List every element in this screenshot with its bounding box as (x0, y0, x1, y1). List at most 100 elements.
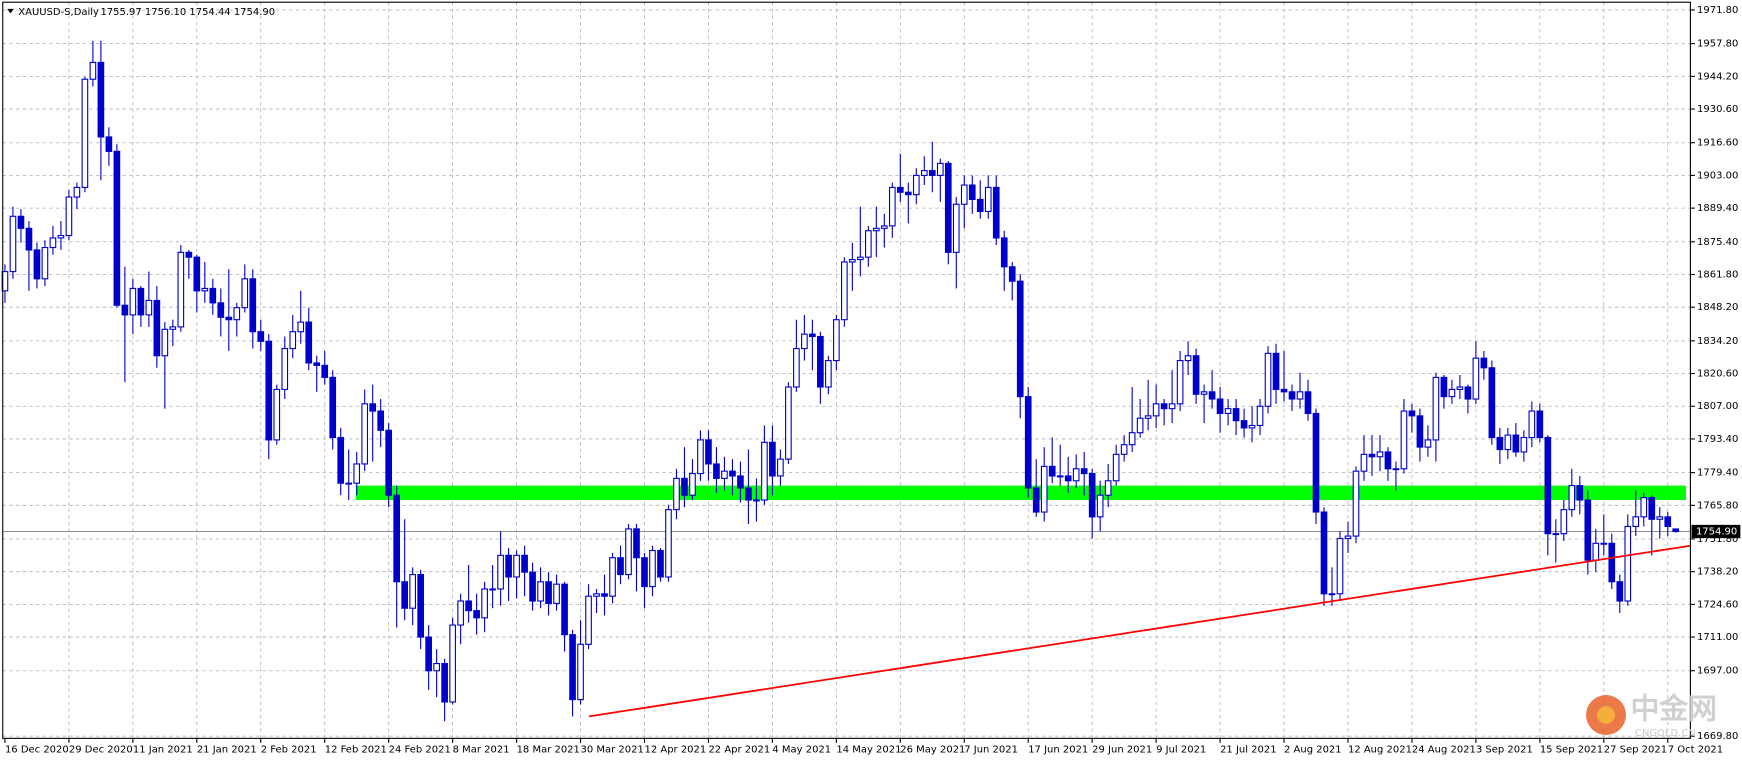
candle-body (545, 581, 552, 604)
candle-body (1192, 355, 1200, 395)
candle-body (1504, 434, 1512, 451)
x-tick-label: 29 Jun 2021 (1092, 744, 1152, 755)
y-tick-label: 1957.80 (1697, 39, 1738, 50)
menu-arrow[interactable] (7, 8, 14, 14)
candle-body (825, 360, 832, 388)
candle-body (321, 364, 329, 378)
candle-body (1544, 436, 1552, 535)
candle-body (1000, 237, 1008, 268)
candle-body (1632, 516, 1640, 528)
candle-body (1248, 424, 1256, 429)
candle-body (1528, 410, 1536, 439)
candle-body (1608, 542, 1616, 583)
candle-body (952, 203, 960, 253)
candle-body (968, 184, 976, 201)
candle-body (569, 634, 576, 701)
y-tick-label: 1820.60 (1697, 369, 1738, 380)
x-tick-label: 3 Sep 2021 (1476, 744, 1533, 755)
candle-body (944, 162, 952, 253)
candle-body (1424, 439, 1432, 448)
plot-border (2, 1, 1691, 739)
candle-body (1224, 408, 1232, 415)
candle-body (753, 499, 760, 502)
candle-body (1584, 499, 1592, 561)
candle-body (473, 610, 480, 619)
current-price-box (1691, 524, 1741, 539)
candle-body (1416, 415, 1424, 448)
candle-body (729, 470, 736, 477)
candle-body (185, 251, 193, 258)
candle-body (641, 557, 648, 588)
candle-body (257, 331, 265, 342)
candle-body (609, 557, 616, 597)
candle-body (896, 186, 904, 193)
candle-body (369, 403, 377, 412)
candle-body (1040, 465, 1048, 513)
candle-body (1072, 468, 1080, 482)
candle-body (193, 256, 201, 292)
candle-body (1568, 485, 1576, 511)
candle-body (97, 61, 105, 138)
candle-body (785, 386, 792, 460)
candle-body (912, 174, 920, 196)
x-tick-label: 17 Jun 2021 (1028, 744, 1088, 755)
candle-body (89, 61, 97, 80)
candle-body (681, 477, 688, 496)
candle-body (1296, 391, 1304, 400)
candle-body (241, 278, 249, 309)
x-tick-label: 26 May 2021 (900, 744, 965, 755)
candle-body (976, 198, 984, 213)
candle-body (928, 170, 936, 176)
candle-body (1312, 412, 1320, 513)
candle-body (769, 441, 776, 477)
candle-body (841, 261, 848, 321)
candle-body (497, 554, 504, 590)
candle-body (761, 441, 768, 501)
candle-body (41, 246, 49, 280)
candle-body (177, 251, 185, 328)
candle-body (1104, 480, 1112, 496)
candle-body (265, 340, 273, 441)
candle-body (1320, 511, 1328, 595)
y-tick-label: 1848.20 (1697, 302, 1738, 313)
candle-body (1080, 468, 1088, 475)
y-tick-label: 1916.60 (1697, 138, 1738, 149)
candle-body (465, 600, 472, 612)
y-tick-label: 1861.80 (1697, 269, 1738, 280)
candle-body (904, 191, 912, 196)
candle-body (1272, 352, 1280, 390)
candle-body (337, 436, 345, 484)
candle-body (1440, 376, 1448, 398)
candle-body (161, 328, 169, 357)
x-tick-label: 2 Feb 2021 (261, 744, 317, 755)
y-tick-label: 1697.00 (1697, 666, 1738, 677)
y-tick-label: 1944.20 (1697, 71, 1738, 82)
candle-body (880, 225, 888, 229)
candle-body (457, 600, 464, 626)
candle-body (857, 256, 864, 261)
candle-body (1616, 581, 1624, 602)
x-tick-label: 14 May 2021 (836, 744, 901, 755)
x-tick-label: 21 Jan 2021 (197, 744, 257, 755)
candle-body (1176, 360, 1184, 405)
y-tick-label: 1711.00 (1697, 632, 1738, 643)
candle-body (673, 477, 680, 511)
candle-body (1032, 487, 1040, 513)
candle-body (1064, 475, 1072, 482)
candle-body (289, 331, 297, 350)
candle-body (1664, 516, 1672, 528)
candle-body (1280, 388, 1288, 393)
candle-body (1392, 468, 1400, 471)
candle-body (385, 429, 393, 496)
candle-body (833, 319, 840, 362)
candle-body (425, 636, 432, 672)
candle-body (281, 347, 289, 390)
x-tick-label: 21 Jul 2021 (1220, 744, 1277, 755)
candle-body (401, 581, 409, 609)
candle-body (625, 528, 632, 576)
candle-body (345, 482, 353, 485)
candle-body (1208, 391, 1216, 400)
x-tick-label: 16 Dec 2020 (5, 744, 69, 755)
candle-body (513, 554, 520, 578)
candle-body (1560, 509, 1568, 535)
